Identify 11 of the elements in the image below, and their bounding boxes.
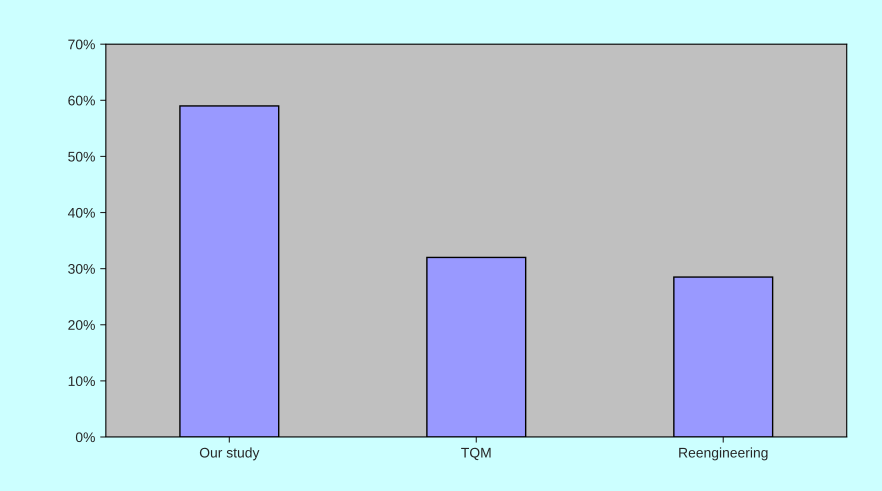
x-tick-label: TQM [461, 448, 491, 460]
y-tick-label: 0% [76, 432, 95, 442]
y-tick-label: 60% [68, 96, 95, 106]
y-tick-label: 20% [68, 320, 95, 330]
x-tick-label: Our study [200, 447, 260, 460]
y-tick-label: 30% [68, 264, 95, 274]
y-tick-label: 10% [68, 376, 95, 386]
x-tick-label: Reengineering [679, 447, 768, 460]
y-tick-label: 50% [68, 152, 95, 162]
y-tick-label: 40% [68, 208, 95, 218]
y-tick-label: 70% [68, 40, 95, 50]
